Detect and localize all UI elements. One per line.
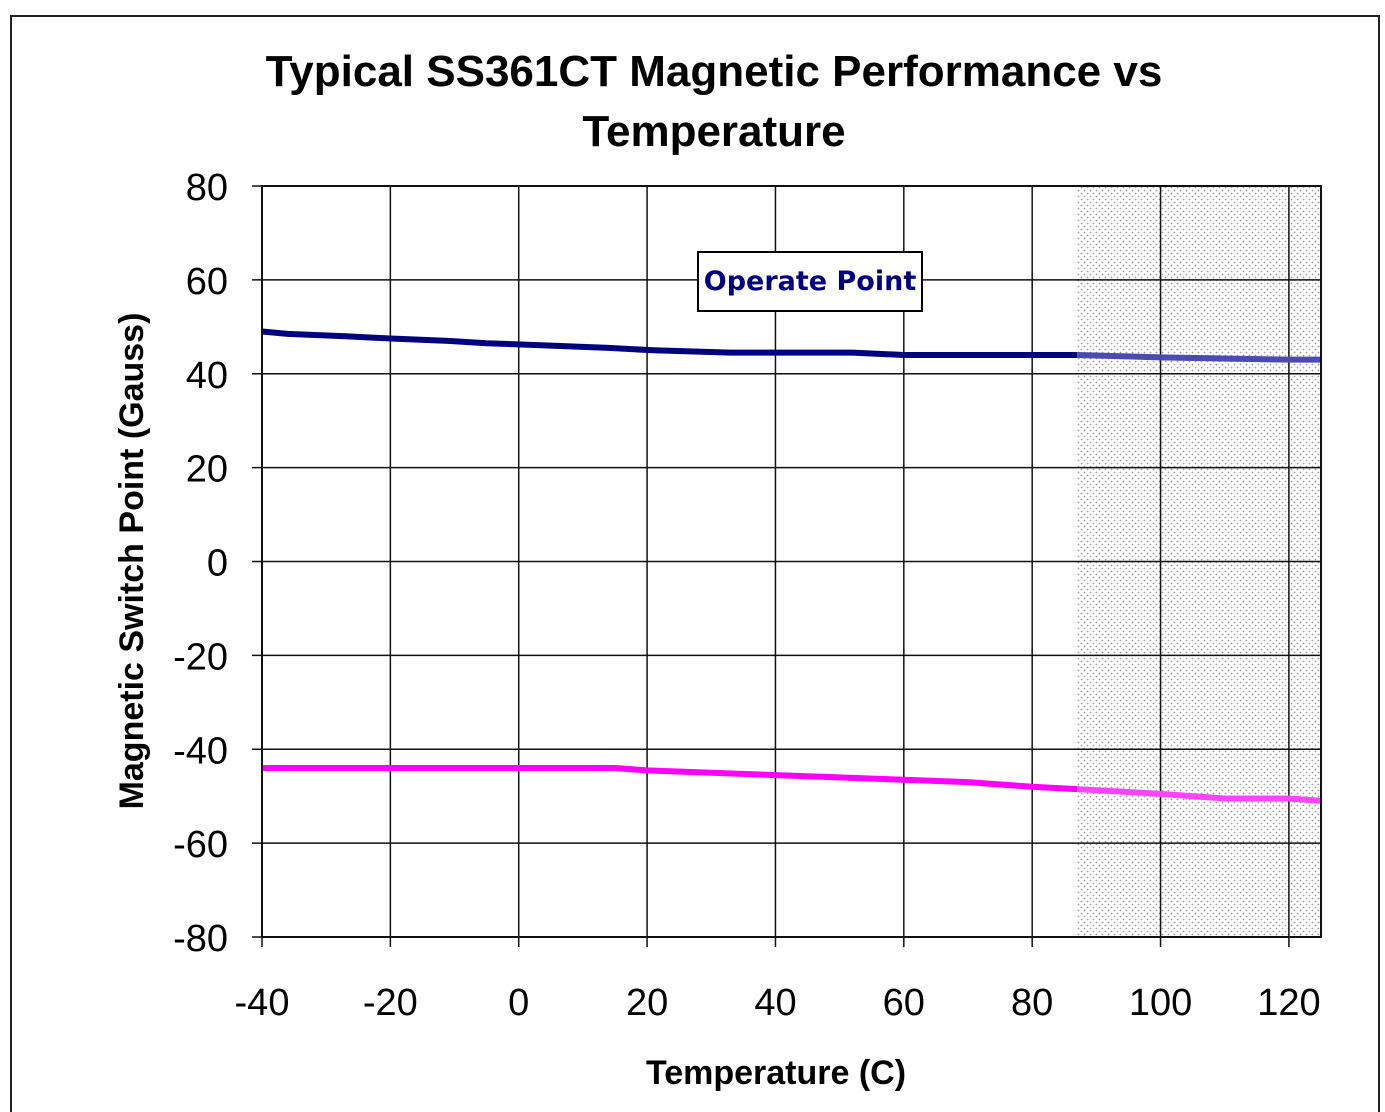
y-tick-label: 60 [186, 261, 228, 303]
chart-title-line-2: Temperature [582, 107, 845, 156]
x-tick-label: 120 [1257, 982, 1320, 1024]
x-axis-label: Temperature (C) [646, 1054, 906, 1092]
x-tick-label: 80 [1011, 982, 1053, 1024]
series-release-line-shaded [1076, 786, 1322, 804]
series-layer [261, 328, 1322, 804]
y-axis-label: Magnetic Switch Point (Gauss) [113, 313, 151, 810]
x-tick-label: -40 [235, 982, 290, 1024]
y-tick-label: 20 [186, 449, 228, 491]
y-tick-label: -60 [173, 824, 228, 866]
y-tick-label: 80 [186, 167, 228, 209]
y-tick-label: 40 [186, 355, 228, 397]
x-tick-label: -20 [363, 982, 418, 1024]
series-operate-line [261, 328, 1078, 358]
callout-box [697, 251, 923, 312]
y-tick-label: 0 [207, 543, 228, 585]
operate-point-callout: Operate Point [697, 251, 923, 312]
tick-labels: -40 -20 0 20 40 60 80 100 120 80 60 40 20 0 -20 -40 -60 -… [173, 167, 1321, 1024]
y-tick-label: -20 [173, 636, 228, 678]
chart-title-line-1: Typical SS361CT Magnetic Performance vs [266, 47, 1163, 96]
series-release-line [262, 765, 1078, 793]
x-tick-label: 40 [754, 982, 796, 1024]
x-tick-label: 0 [508, 982, 529, 1024]
y-tick-label: -80 [173, 918, 228, 960]
y-tick-label: -40 [173, 730, 228, 772]
series-operate-line-shaded [1077, 351, 1321, 363]
plot-border [261, 185, 1322, 938]
x-tick-label: 20 [626, 982, 668, 1024]
callout-label: Operate Point [704, 266, 917, 297]
x-tick-label: 60 [883, 982, 925, 1024]
x-tick-label: 100 [1129, 982, 1192, 1024]
